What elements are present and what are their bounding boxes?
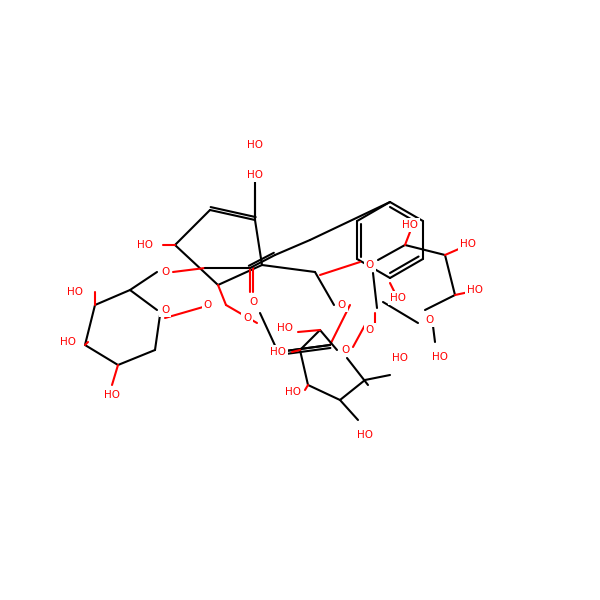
Text: O: O: [341, 345, 349, 355]
Text: HO: HO: [357, 430, 373, 440]
Text: O: O: [426, 315, 434, 325]
Text: HO: HO: [285, 387, 301, 397]
Text: HO: HO: [277, 323, 293, 333]
Text: O: O: [338, 300, 346, 310]
Text: O: O: [161, 305, 169, 315]
Text: O: O: [161, 267, 169, 277]
Text: O: O: [366, 260, 374, 270]
Text: HO: HO: [432, 352, 448, 362]
Text: HO: HO: [137, 240, 153, 250]
Text: HO: HO: [247, 140, 263, 150]
Text: HO: HO: [460, 239, 476, 249]
Text: HO: HO: [392, 353, 408, 363]
Text: O: O: [204, 300, 212, 310]
Text: HO: HO: [104, 390, 120, 400]
Text: O: O: [366, 325, 374, 335]
Text: HO: HO: [467, 285, 483, 295]
Text: O: O: [249, 297, 257, 307]
Text: HO: HO: [60, 337, 76, 347]
Text: HO: HO: [402, 220, 418, 230]
Text: HO: HO: [67, 287, 83, 297]
Text: O: O: [243, 313, 251, 323]
Text: HO: HO: [270, 347, 286, 357]
Text: HO: HO: [390, 293, 406, 303]
Text: HO: HO: [247, 170, 263, 180]
